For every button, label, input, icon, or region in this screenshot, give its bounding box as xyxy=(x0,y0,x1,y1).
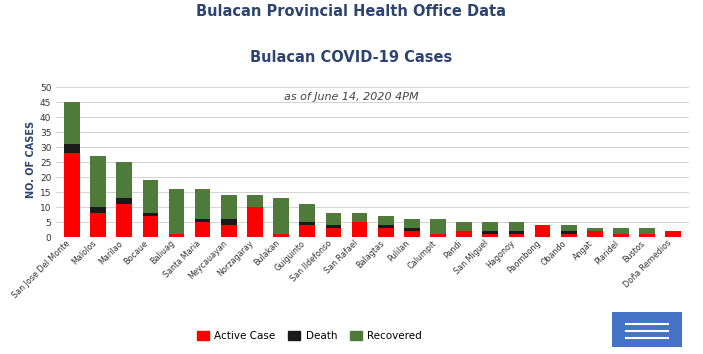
Bar xyxy=(404,219,420,228)
Bar xyxy=(117,198,132,204)
Bar xyxy=(195,222,210,237)
Bar xyxy=(508,234,524,237)
Bar xyxy=(143,213,158,216)
Y-axis label: NO. OF CASES: NO. OF CASES xyxy=(26,121,36,198)
Bar xyxy=(508,222,524,231)
Bar xyxy=(430,234,446,237)
Bar xyxy=(352,222,368,237)
Bar xyxy=(666,231,681,237)
Text: Bulacan Provincial Health Office Data: Bulacan Provincial Health Office Data xyxy=(197,4,506,18)
Bar xyxy=(378,228,394,237)
Bar xyxy=(378,225,394,228)
Bar xyxy=(561,231,576,234)
Bar xyxy=(247,195,263,207)
Legend: Active Case, Death, Recovered: Active Case, Death, Recovered xyxy=(193,327,426,345)
Bar xyxy=(169,234,184,237)
Bar xyxy=(561,225,576,231)
Bar xyxy=(613,228,628,234)
Bar xyxy=(221,219,237,225)
Bar xyxy=(247,207,263,237)
Bar xyxy=(90,213,106,237)
Bar xyxy=(273,198,289,234)
Bar xyxy=(195,219,210,222)
Bar xyxy=(299,222,315,225)
Bar xyxy=(273,234,289,237)
Bar xyxy=(482,234,498,237)
Bar xyxy=(508,231,524,234)
Bar xyxy=(378,216,394,225)
Bar xyxy=(352,213,368,222)
Bar xyxy=(169,189,184,234)
Bar xyxy=(535,225,550,237)
Bar xyxy=(404,231,420,237)
Bar xyxy=(117,162,132,198)
Bar xyxy=(587,228,602,231)
Bar xyxy=(456,222,472,231)
Bar xyxy=(325,228,341,237)
Bar xyxy=(221,225,237,237)
Bar xyxy=(325,225,341,228)
Bar xyxy=(456,231,472,237)
Text: Bulacan COVID-19 Cases: Bulacan COVID-19 Cases xyxy=(250,50,453,64)
Bar xyxy=(613,234,628,237)
Bar xyxy=(482,231,498,234)
Bar xyxy=(143,216,158,237)
Bar xyxy=(195,189,210,219)
Bar xyxy=(90,156,106,207)
Bar xyxy=(90,207,106,213)
Bar xyxy=(221,195,237,219)
Bar xyxy=(561,234,576,237)
Bar xyxy=(64,144,79,153)
Bar xyxy=(143,180,158,213)
Bar xyxy=(639,228,655,234)
Bar xyxy=(299,204,315,222)
Bar xyxy=(587,231,602,237)
Bar xyxy=(117,204,132,237)
Bar xyxy=(64,153,79,237)
Bar xyxy=(404,228,420,231)
Bar xyxy=(482,222,498,231)
Bar xyxy=(639,234,655,237)
Bar xyxy=(325,213,341,225)
Bar xyxy=(299,225,315,237)
Text: as of June 14, 2020 4PM: as of June 14, 2020 4PM xyxy=(284,92,419,102)
Bar xyxy=(430,219,446,234)
Bar xyxy=(64,102,79,144)
